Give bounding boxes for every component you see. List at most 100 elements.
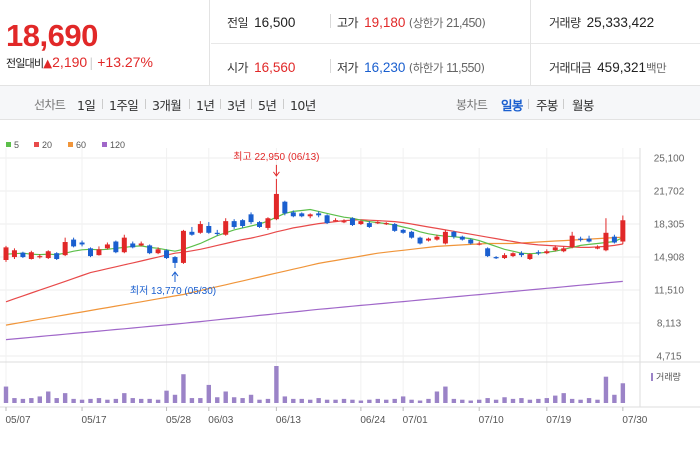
candle-monthly[interactable]: 월봉 (572, 98, 594, 113)
lower-limit-value: 11,550 (446, 61, 481, 75)
volume-bar (595, 399, 600, 403)
ma20-line (5, 219, 623, 303)
volume-bar (417, 400, 423, 403)
candle-body (121, 237, 127, 253)
candle-body (426, 238, 431, 241)
volume-legend-label: 거래량 (656, 371, 681, 382)
volume-bar (122, 393, 127, 403)
volume-bar (426, 398, 431, 403)
prev-close-value: 16,500 (254, 15, 296, 30)
x-tick-label: 07/01 (403, 415, 428, 426)
x-tick-label: 06/03 (208, 415, 233, 426)
candle-body (231, 221, 237, 227)
volume-bar (350, 399, 355, 403)
divider (220, 99, 221, 109)
legend-swatch (68, 142, 73, 147)
candle-body (28, 252, 34, 260)
volume-bar (400, 396, 406, 403)
low: 저가 16,230 (하한가 11,550) (337, 59, 485, 76)
volume-bar (409, 399, 414, 403)
candle-body (400, 229, 406, 233)
candle-body (299, 213, 305, 217)
high-annotation: 최고 22,950 (06/13) (233, 151, 319, 163)
candle-body (569, 235, 575, 248)
divider (251, 99, 252, 109)
candle-body (544, 251, 550, 254)
x-tick-label: 07/19 (546, 415, 571, 426)
period-3y[interactable]: 3년 (227, 98, 246, 113)
volume-bar (62, 393, 68, 403)
candle-weekly[interactable]: 주봉 (536, 98, 558, 113)
volume-bar (37, 396, 42, 403)
period-1y[interactable]: 1년 (196, 98, 215, 113)
volume-bar (375, 398, 380, 403)
volume-bar (172, 394, 178, 403)
divider (528, 99, 529, 109)
volume-bar (265, 398, 271, 403)
candle-body (20, 252, 26, 258)
turnover: 거래대금 459,321백만 (549, 59, 667, 76)
period-10y[interactable]: 10년 (290, 98, 316, 113)
candle-body (561, 248, 567, 252)
volume-bar (54, 398, 59, 403)
volume-bar (88, 398, 93, 403)
volume-bar (308, 399, 313, 403)
turnover-value: 459,321 (597, 60, 646, 75)
x-tick-label: 05/17 (82, 415, 107, 426)
volume-bar (502, 397, 507, 403)
low-label: 저가 (337, 61, 359, 75)
candle-body (383, 223, 389, 225)
volume-bar (510, 398, 516, 403)
volume-bar (620, 383, 626, 403)
period-1w[interactable]: 1주일 (109, 98, 139, 113)
x-tick-label: 07/30 (622, 415, 647, 426)
candle-daily[interactable]: 일봉 (501, 98, 523, 113)
period-1d[interactable]: 1일 (77, 98, 96, 113)
lower-limit-label: 하한가 (412, 61, 444, 75)
row-divider (211, 43, 700, 44)
low-value: 16,230 (364, 60, 406, 75)
volume-bar (527, 399, 533, 403)
candle-body (595, 247, 600, 249)
volume-value: 25,333,422 (586, 15, 655, 30)
volume-bar (240, 398, 245, 403)
candle-body (527, 254, 533, 260)
candle-body (510, 253, 516, 257)
candle-body (189, 231, 195, 235)
candle-body (307, 214, 313, 217)
volume-bar (223, 391, 228, 403)
volume-bar (274, 366, 279, 403)
period-3m[interactable]: 3개월 (152, 98, 182, 113)
current-price: 18,690 (6, 18, 98, 53)
divider (102, 99, 103, 109)
candle-body (434, 236, 440, 240)
candle-body (518, 253, 524, 256)
candle-body (442, 231, 448, 244)
volume-bar (164, 390, 169, 403)
volume-bar (493, 399, 499, 403)
candle-body (96, 249, 102, 256)
divider (330, 14, 331, 28)
volume-bar (333, 399, 338, 403)
period-5y[interactable]: 5년 (258, 98, 277, 113)
volume: 거래량 25,333,422 (549, 14, 654, 31)
candle-body (468, 239, 474, 244)
x-tick-label: 06/13 (276, 415, 301, 426)
prev-close: 전일 16,500 (227, 14, 295, 31)
high: 고가 19,180 (상한가 21,450) (337, 14, 486, 31)
price-box: 18,690 전일대비▲2,190 | +13.27% (0, 0, 210, 86)
ma5-line (5, 208, 624, 256)
candle-body (257, 222, 262, 227)
volume-bar (544, 398, 549, 403)
candle-body (324, 215, 330, 224)
candle-body (206, 225, 212, 233)
volume-bar (3, 386, 9, 403)
volume-bar (578, 399, 583, 403)
volume-bar (299, 398, 304, 403)
volume-bar (468, 400, 473, 403)
volume-bar (96, 398, 102, 403)
y-tick-label: 14,908 (654, 252, 685, 263)
change-pct: +13.27% (97, 54, 153, 70)
candle-body (88, 248, 93, 257)
candle-body (214, 232, 220, 234)
